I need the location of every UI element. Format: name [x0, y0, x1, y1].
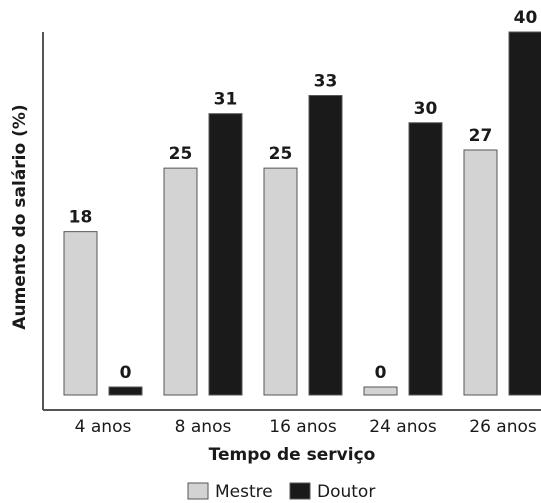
legend-label-mestre: Mestre	[215, 482, 273, 502]
legend-swatch-mestre	[187, 482, 209, 500]
bar-doutor-4	[508, 31, 541, 396]
data-label-doutor-4: 40	[514, 8, 538, 28]
y-axis-title: Aumento do salário (%)	[10, 104, 30, 329]
bar-mestre-4	[463, 149, 498, 396]
data-label-mestre-3: 0	[375, 363, 387, 383]
x-tick-labels-group: 4 anos 8 anos 16 anos 24 anos 26 anos	[75, 417, 537, 437]
x-tick-label-4: 26 anos	[469, 417, 537, 437]
data-labels-group: 18 0 25 31 25 33 0 30 27 40	[69, 8, 538, 383]
bar-mestre-0	[63, 231, 98, 396]
bar-mestre-1	[163, 167, 198, 396]
x-tick-label-0: 4 anos	[75, 417, 132, 437]
bar-doutor-2	[308, 95, 343, 396]
legend: Mestre Doutor	[187, 482, 375, 502]
legend-label-doutor: Doutor	[317, 482, 375, 502]
x-tick-label-3: 24 anos	[369, 417, 437, 437]
data-label-doutor-2: 33	[314, 72, 338, 92]
data-label-mestre-2: 25	[269, 144, 293, 164]
bar-doutor-3	[408, 122, 443, 396]
data-label-mestre-0: 18	[69, 208, 93, 228]
data-label-doutor-1: 31	[214, 90, 238, 110]
bar-mestre-2	[263, 167, 298, 396]
x-tick-label-2: 16 anos	[269, 417, 337, 437]
data-label-doutor-0: 0	[120, 363, 132, 383]
legend-swatch-doutor	[289, 482, 311, 500]
data-label-doutor-3: 30	[414, 99, 438, 119]
bar-doutor-1	[208, 113, 243, 396]
bar-doutor-0	[108, 386, 143, 396]
data-label-mestre-4: 27	[469, 126, 493, 146]
data-label-mestre-1: 25	[169, 144, 193, 164]
x-axis-title: Tempo de serviço	[209, 445, 376, 465]
x-tick-label-1: 8 anos	[175, 417, 232, 437]
bar-mestre-3	[363, 386, 398, 396]
bars-group	[63, 31, 541, 396]
